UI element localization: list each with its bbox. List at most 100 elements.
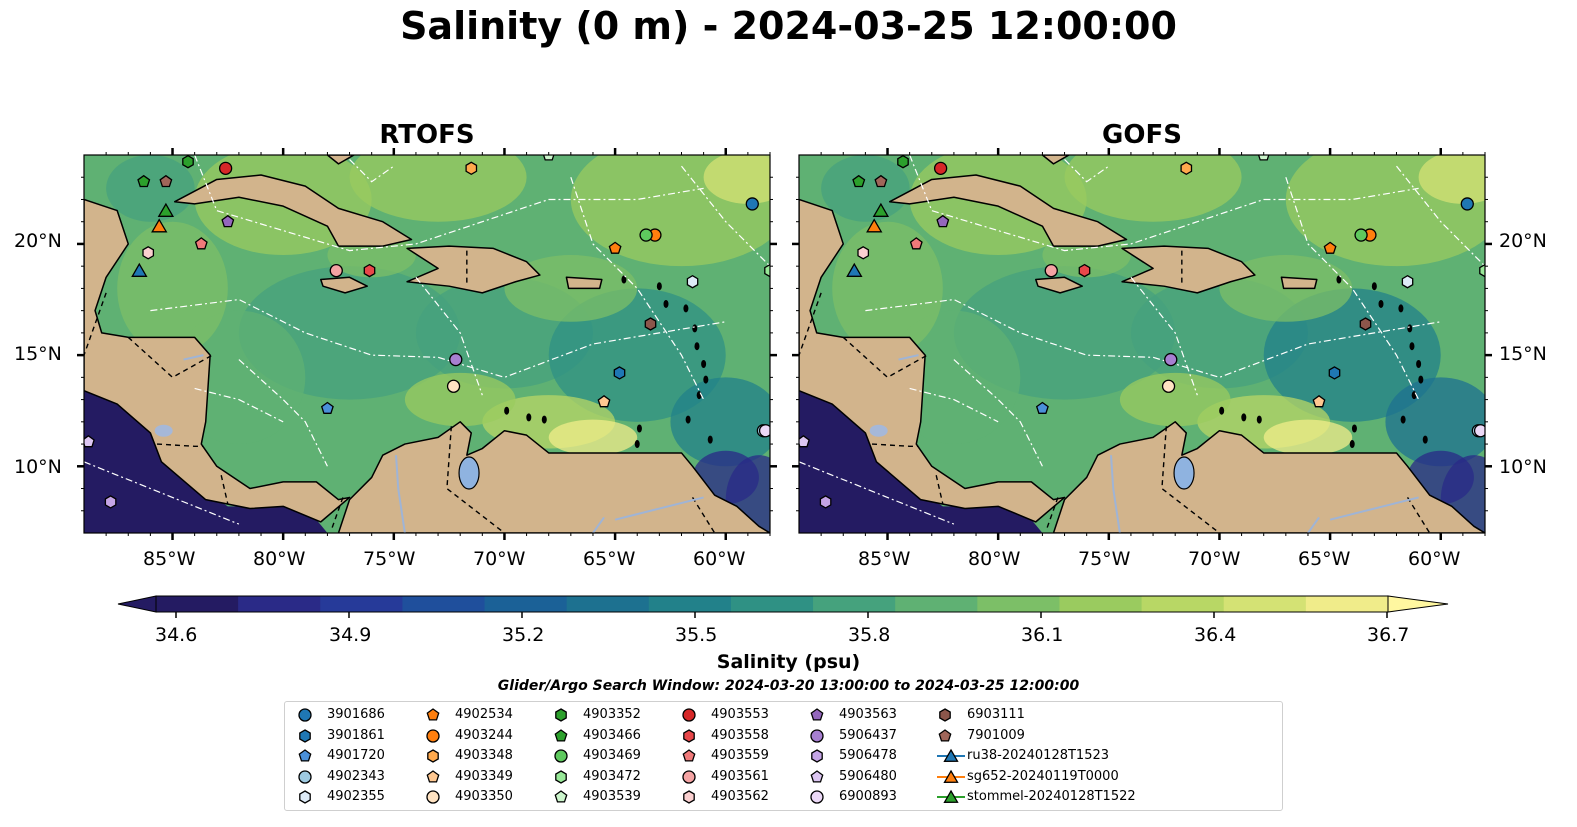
- argo-float-marker: [221, 214, 235, 228]
- land-mass: [799, 198, 1066, 523]
- argo-float-marker: [542, 155, 555, 161]
- lon-tick-label: 65°W: [1298, 548, 1351, 570]
- argo-float-marker: [182, 155, 194, 169]
- lon-tick-label: 85°W: [858, 548, 911, 570]
- legend-label: 4902534: [455, 707, 513, 722]
- eez-boundary: [1285, 177, 1420, 400]
- colorbar-tick-label: 36.4: [1194, 624, 1237, 646]
- eez-boundary: [909, 155, 1419, 252]
- river: [395, 455, 406, 533]
- island: [1416, 360, 1422, 369]
- legend-label: 4902343: [327, 768, 385, 784]
- legend-label: 4903561: [711, 768, 769, 784]
- lon-tick-label: 75°W: [363, 548, 416, 570]
- island: [692, 324, 698, 333]
- legend-label: 7901009: [967, 727, 1025, 743]
- island: [1349, 440, 1355, 449]
- river: [1329, 496, 1419, 521]
- argo-float-marker: [449, 352, 463, 367]
- legend-marker: [683, 728, 695, 743]
- argo-float-marker: [933, 161, 948, 175]
- argo-float-marker: [874, 174, 888, 188]
- argo-float-marker: [644, 317, 657, 331]
- argo-float-marker: [1401, 274, 1414, 289]
- legend-symbol: [555, 708, 567, 722]
- country-border: [842, 336, 928, 379]
- island: [1378, 299, 1384, 308]
- salinity-patch: [670, 377, 770, 467]
- argo-float-marker: [218, 161, 233, 175]
- legend-marker: [298, 708, 312, 722]
- argo-float-marker: [320, 401, 334, 414]
- country-border: [331, 497, 344, 529]
- legend-symbol: [299, 728, 311, 743]
- island: [526, 413, 532, 422]
- lake-maracaibo: [1173, 456, 1195, 490]
- lon-tick-label: 60°W: [693, 548, 746, 570]
- lat-tick-label: 10°N: [14, 456, 62, 478]
- legend-marker: [427, 749, 439, 763]
- argo-float-marker: [608, 241, 622, 254]
- legend-label: 4903558: [711, 727, 769, 743]
- river: [1307, 516, 1320, 533]
- island: [683, 304, 689, 313]
- lon-tick-label: 70°W: [1188, 548, 1241, 570]
- eez-boundary: [909, 387, 999, 423]
- salinity-patch: [1418, 155, 1485, 204]
- legend-label: 4903348: [455, 748, 513, 763]
- legend-marker: [937, 748, 965, 762]
- legend-marker: [937, 789, 965, 803]
- island: [694, 342, 700, 351]
- legend-label: 4903559: [711, 748, 769, 763]
- legend-marker: [426, 708, 440, 721]
- colorbar-tick-label: 35.8: [848, 624, 891, 646]
- river: [592, 516, 605, 533]
- argo-float-marker: [329, 263, 343, 278]
- legend-symbol: [299, 790, 311, 804]
- lake-nicaragua: [869, 424, 888, 437]
- eez-boundary: [238, 359, 328, 467]
- salinity-patch: [832, 221, 943, 356]
- lon-tick-label: 75°W: [1078, 548, 1131, 570]
- legend-label: 5906478: [839, 748, 897, 763]
- eez-boundary: [349, 159, 395, 183]
- colorbar-segment: [156, 596, 239, 612]
- salinity-patch: [821, 155, 910, 222]
- colorbar-segment: [484, 596, 568, 612]
- land-mass: [406, 245, 541, 294]
- country-border: [1046, 497, 1059, 529]
- glider-marker: [846, 262, 863, 277]
- argo-float-marker: [613, 366, 626, 380]
- salinity-patch: [1263, 419, 1353, 456]
- legend-marker: [298, 749, 312, 762]
- legend-marker: [938, 728, 952, 742]
- river: [898, 354, 919, 361]
- eez-boundary: [1064, 159, 1110, 183]
- island: [1422, 435, 1428, 444]
- country-border: [1161, 426, 1220, 533]
- river: [183, 354, 204, 361]
- legend-symbol: [426, 708, 440, 721]
- argo-float-marker: [1035, 401, 1049, 414]
- salinity-patch: [703, 155, 770, 204]
- island: [1409, 342, 1415, 351]
- eez-boundary: [84, 461, 240, 525]
- colorbar-segment: [730, 596, 814, 612]
- glider-marker: [157, 202, 175, 217]
- colorbar-segment: [1059, 596, 1143, 612]
- colorbar-segment: [895, 596, 978, 612]
- colorbar-segment: [1223, 596, 1307, 612]
- argo-float-marker: [194, 237, 208, 250]
- legend-label: stommel-20240128T1522: [967, 789, 1136, 804]
- country-border: [127, 336, 213, 379]
- argo-float-marker: [936, 214, 950, 228]
- land-mass: [1035, 276, 1083, 294]
- land-mass: [337, 421, 770, 533]
- legend-marker: [810, 708, 824, 721]
- colorbar-tick-label: 34.6: [155, 624, 198, 646]
- legend-symbol: [554, 728, 568, 742]
- legend-marker: [298, 769, 312, 784]
- island: [685, 415, 691, 424]
